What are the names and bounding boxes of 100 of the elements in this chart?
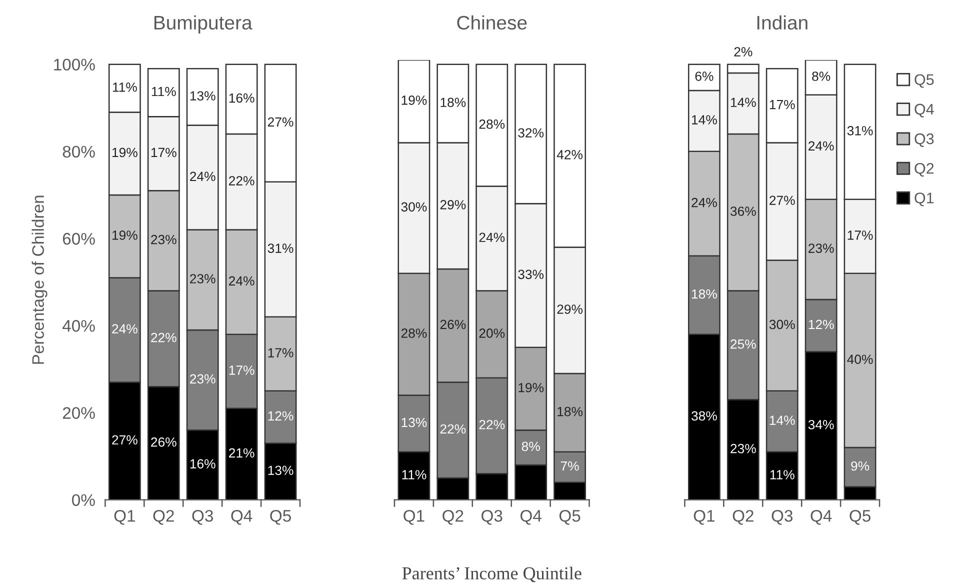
data-label: 13% <box>190 91 216 101</box>
legend-label: Q3 <box>914 133 934 147</box>
data-label: 23% <box>808 244 834 253</box>
data-label: 19% <box>112 148 138 158</box>
data-label: 22% <box>440 424 466 434</box>
x-axis-title: Parents’ Income Quintile <box>402 566 582 582</box>
data-label: 31% <box>268 244 294 253</box>
data-label: 22% <box>479 420 505 430</box>
chart-title: Indian <box>757 15 808 30</box>
data-label: 2% <box>734 47 752 56</box>
x-tick-label: Q4 <box>810 510 832 525</box>
data-label: 24% <box>692 198 717 208</box>
y-tick-label: 60% <box>62 232 95 245</box>
data-label: 29% <box>440 200 466 210</box>
x-tick-label: Q1 <box>114 510 135 525</box>
data-label: 11% <box>770 470 794 480</box>
data-label: 23% <box>151 234 176 244</box>
x-tick-label: Q2 <box>153 510 174 525</box>
data-label: 21% <box>229 448 254 458</box>
data-label: 12% <box>268 411 294 421</box>
data-label: 29% <box>557 304 583 314</box>
x-tick-label: Q5 <box>850 510 870 525</box>
data-label: 11% <box>402 470 426 480</box>
data-label: 14% <box>692 115 717 124</box>
data-label: 17% <box>151 148 176 158</box>
data-label: 17% <box>268 348 294 358</box>
data-label: 17% <box>848 230 873 240</box>
data-label: 14% <box>770 416 795 425</box>
data-label: 25% <box>730 339 756 349</box>
data-label: 13% <box>402 418 427 428</box>
legend-label: Q1 <box>914 192 934 206</box>
data-label: 19% <box>402 96 427 105</box>
data-label: 40% <box>847 354 873 364</box>
x-tick-label: Q2 <box>442 510 464 525</box>
chart-title: Chinese <box>457 15 527 30</box>
data-label: 30% <box>401 202 427 212</box>
data-label: 6% <box>695 72 714 81</box>
x-tick-label: Q1 <box>694 510 715 525</box>
data-label: 42% <box>556 150 583 160</box>
data-label: 28% <box>479 119 505 129</box>
data-label: 30% <box>769 320 795 330</box>
x-tick-label: Q5 <box>270 510 291 525</box>
legend-label: Q4 <box>914 104 934 118</box>
data-label: 7% <box>560 461 579 471</box>
data-label: 9% <box>851 461 870 471</box>
data-label: 11% <box>112 82 137 92</box>
data-label: 20% <box>479 328 505 338</box>
data-label: 22% <box>151 332 176 342</box>
x-tick-label: Q1 <box>404 510 424 525</box>
data-label: 28% <box>401 328 427 338</box>
y-tick-label: 80% <box>62 146 95 158</box>
data-label: 23% <box>190 374 216 384</box>
data-label: 18% <box>692 289 717 299</box>
data-label: 26% <box>440 320 466 330</box>
x-tick-label: Q3 <box>192 510 213 525</box>
data-label: 12% <box>808 320 834 330</box>
data-label: 38% <box>692 411 717 421</box>
data-label: 14% <box>730 98 756 108</box>
data-label: 8% <box>522 442 540 452</box>
data-label: 24% <box>190 172 216 182</box>
data-label: 16% <box>229 93 254 103</box>
data-label: 31% <box>847 126 873 136</box>
y-tick-label: 40% <box>62 320 95 332</box>
data-label: 26% <box>151 437 176 447</box>
legend-label: Q2 <box>914 163 934 177</box>
data-label: 23% <box>190 274 216 284</box>
x-tick-label: Q4 <box>231 510 252 525</box>
data-label: 18% <box>440 98 466 108</box>
data-label: 24% <box>808 141 834 151</box>
data-label: 18% <box>558 406 583 416</box>
data-label: 16% <box>190 459 216 469</box>
data-label: 23% <box>730 444 756 454</box>
y-tick-label: 20% <box>62 407 95 419</box>
data-label: 27% <box>770 196 795 205</box>
data-label: 19% <box>518 382 544 392</box>
data-label: 24% <box>479 232 505 242</box>
x-tick-label: Q2 <box>732 510 754 525</box>
data-label: 17% <box>229 366 254 375</box>
x-tick-label: Q3 <box>482 510 502 525</box>
chart-title: Bumiputera <box>154 15 252 34</box>
data-label: 19% <box>112 230 138 240</box>
data-label: 32% <box>518 128 544 138</box>
data-label: 27% <box>268 117 294 127</box>
y-tick-label: 100% <box>54 58 95 71</box>
data-label: 11% <box>152 86 176 96</box>
data-label: 34% <box>808 420 834 430</box>
data-label: 36% <box>730 206 756 216</box>
x-tick-label: Q4 <box>520 510 542 525</box>
data-label: 22% <box>229 176 254 186</box>
y-tick-label: 0% <box>72 494 95 506</box>
data-label: 8% <box>812 72 830 81</box>
data-label: 17% <box>770 100 795 110</box>
data-label: 13% <box>268 466 294 476</box>
y-axis-title: Percentage of Children <box>32 196 48 364</box>
legend-label: Q5 <box>914 74 934 88</box>
data-label: 27% <box>112 435 138 444</box>
data-label: 33% <box>518 270 544 280</box>
x-tick-label: Q5 <box>559 510 580 525</box>
data-label: 24% <box>112 324 138 334</box>
data-label: 24% <box>229 276 254 286</box>
